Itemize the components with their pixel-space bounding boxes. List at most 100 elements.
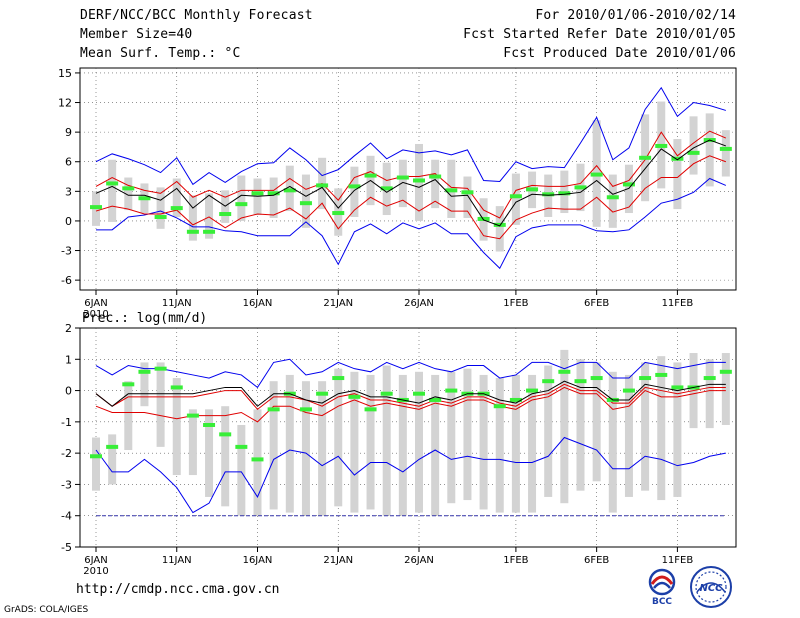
member-range-box xyxy=(657,356,666,501)
median-marker xyxy=(477,216,490,221)
x-tick-label: 6JAN xyxy=(84,555,107,566)
x-tick-label: 6FEB xyxy=(584,298,609,309)
member-range-box xyxy=(398,374,407,516)
median-marker xyxy=(639,155,652,160)
y-tick-label: 0 xyxy=(65,215,72,228)
y-tick-label: -6 xyxy=(61,274,72,287)
median-marker xyxy=(558,191,571,196)
member-range-box xyxy=(463,176,472,218)
median-marker xyxy=(235,444,248,449)
median-marker xyxy=(590,172,603,177)
y-tick-label: 15 xyxy=(58,67,72,80)
median-marker xyxy=(461,190,474,195)
median-marker xyxy=(429,174,442,179)
median-marker xyxy=(267,191,280,196)
median-marker xyxy=(526,388,539,393)
member-range-box xyxy=(641,362,650,491)
median-marker xyxy=(122,186,135,191)
chart-title: DERF/NCC/BCC Monthly Forecast xyxy=(80,8,313,23)
median-marker xyxy=(526,187,539,192)
member-range-box xyxy=(205,409,214,497)
median-marker xyxy=(332,376,345,381)
median-marker xyxy=(251,457,264,462)
member-range-box xyxy=(108,159,117,222)
member-range-box xyxy=(511,173,520,225)
y-tick-label: 6 xyxy=(65,156,72,169)
median-marker xyxy=(299,201,312,206)
median-marker xyxy=(380,391,393,396)
x-tick-label: 11JAN xyxy=(162,298,192,309)
min-line xyxy=(95,436,726,514)
median-marker xyxy=(170,385,183,390)
spread-upper-line xyxy=(95,130,727,219)
temperature-panel: 15 12 9 6 3 0 -3 -6 6JAN 11JAN 16JAN 21JAN 26JAN 1FEB… xyxy=(58,67,737,320)
median-marker xyxy=(509,397,522,402)
median-marker xyxy=(445,388,458,393)
median-marker xyxy=(138,369,151,374)
median-marker xyxy=(509,194,522,199)
median-marker xyxy=(413,391,425,396)
member-range-box xyxy=(592,362,601,482)
x-tick-label: 1FEB xyxy=(503,298,528,309)
forecast-produced-date: Fcst Produced Date 2010/01/06 xyxy=(503,46,736,61)
ncc-logo: NCC xyxy=(690,566,732,608)
x-tick-label: 16JAN xyxy=(243,298,273,309)
member-range-box xyxy=(124,177,133,211)
median-marker xyxy=(590,376,603,381)
x-tick-label: 11FEB xyxy=(662,298,694,309)
y-tick-label: -5 xyxy=(61,541,72,554)
member-range-box xyxy=(301,381,310,516)
median-marker xyxy=(493,404,506,409)
member-range-box xyxy=(431,159,440,209)
member-range-box xyxy=(398,159,407,208)
member-range-box xyxy=(172,178,181,217)
member-range-box xyxy=(608,371,617,513)
x-tick-label: 1FEB xyxy=(503,555,528,566)
x-tick-label: 26JAN xyxy=(404,298,434,309)
max-line xyxy=(95,86,726,186)
source-url[interactable]: http://cmdp.ncc.cma.gov.cn xyxy=(76,582,280,597)
median-marker xyxy=(639,376,652,381)
member-range-box xyxy=(495,206,504,252)
bcc-logo-text: BCC xyxy=(652,597,672,606)
member-range-box xyxy=(318,381,327,516)
x-tick-label: 21JAN xyxy=(323,298,353,309)
member-range-box xyxy=(608,174,617,228)
median-marker xyxy=(267,407,280,412)
member-range-box xyxy=(269,381,278,510)
member-range-box xyxy=(188,195,197,241)
member-range-box xyxy=(350,371,359,513)
member-range-box xyxy=(721,353,730,425)
member-range-box xyxy=(447,371,456,504)
median-marker xyxy=(429,397,442,402)
member-range-box xyxy=(431,374,440,516)
median-marker xyxy=(332,211,345,216)
median-marker xyxy=(283,188,296,193)
forecast-period: For 2010/01/06-2010/02/14 xyxy=(535,8,736,23)
member-range-box xyxy=(366,374,375,510)
member-range-box xyxy=(172,378,181,476)
member-size: Member Size=40 xyxy=(80,27,193,42)
member-range-box xyxy=(721,130,730,177)
member-range-box xyxy=(382,365,391,516)
median-marker xyxy=(542,379,555,384)
median-marker xyxy=(186,413,199,418)
median-marker xyxy=(122,382,135,387)
member-range-box xyxy=(334,368,343,507)
mean-line xyxy=(95,139,727,227)
median-marker xyxy=(558,369,571,374)
member-range-box xyxy=(221,406,230,507)
median-marker xyxy=(186,229,199,234)
median-marker xyxy=(299,407,312,412)
median-marker xyxy=(203,422,216,427)
member-range-box xyxy=(705,359,714,429)
member-range-box xyxy=(511,374,520,513)
median-marker xyxy=(542,192,555,197)
y-tick-label: -4 xyxy=(61,510,72,523)
median-marker xyxy=(348,184,361,189)
member-range-box xyxy=(624,374,633,497)
median-marker xyxy=(154,366,167,371)
member-range-box xyxy=(673,362,682,497)
member-range-box xyxy=(188,409,197,476)
member-range-box xyxy=(576,359,585,491)
